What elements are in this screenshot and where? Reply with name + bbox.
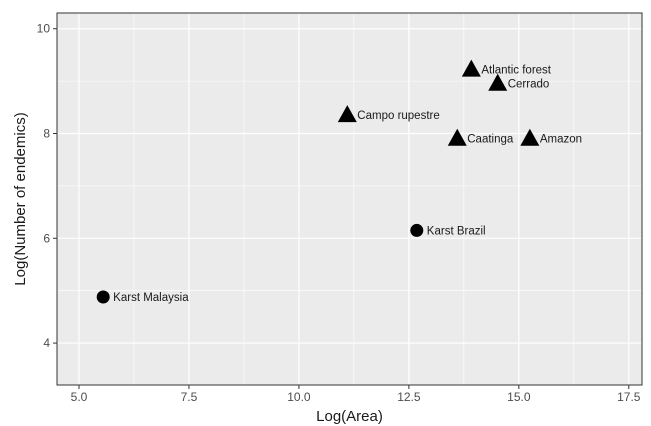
x-tick-label: 15.0: [507, 390, 531, 404]
x-tick-label: 7.5: [181, 390, 198, 404]
point-amazon: [520, 128, 540, 146]
point-label-caatinga: Caatinga: [467, 134, 514, 146]
y-tick-label: 10: [37, 22, 51, 36]
x-tick-label: 10.0: [287, 390, 311, 404]
y-axis-title: Log(Number of endemics): [12, 112, 29, 285]
point-campo-rupestre: [337, 105, 357, 123]
y-tick-label: 8: [43, 127, 50, 141]
point-label-karst-malaysia: Karst Malaysia: [113, 292, 189, 304]
point-karst-brazil: [410, 223, 424, 237]
point-karst-malaysia: [96, 290, 110, 304]
x-tick-label: 5.0: [71, 390, 88, 404]
y-tick-label: 6: [43, 231, 50, 245]
point-label-campo-rupestre: Campo rupestre: [357, 110, 439, 122]
point-label-cerrado: Cerrado: [508, 79, 550, 91]
point-caatinga: [447, 128, 467, 146]
y-tick-label: 4: [43, 336, 50, 350]
point-label-atlantic-forest: Atlantic forest: [481, 65, 551, 77]
point-label-karst-brazil: Karst Brazil: [427, 225, 486, 237]
y-axis-ticks: 4 6 8 10: [37, 22, 57, 350]
x-tick-label: 17.5: [617, 390, 641, 404]
plot-panel: [56, 12, 643, 386]
x-axis-title: Log(Area): [316, 408, 383, 425]
point-atlantic-forest: [461, 59, 481, 77]
point-cerrado: [488, 73, 508, 91]
plot-panel-border: [56, 12, 643, 386]
x-tick-label: 12.5: [397, 390, 421, 404]
major-gridlines: [56, 12, 643, 386]
point-label-amazon: Amazon: [540, 134, 582, 146]
point-labels: Karst Malaysia Karst Brazil Campo rupestre…: [113, 65, 582, 304]
data-points: [96, 59, 540, 304]
x-axis-ticks: 5.0 7.5 10.0 12.5 15.0 17.5: [71, 385, 641, 404]
